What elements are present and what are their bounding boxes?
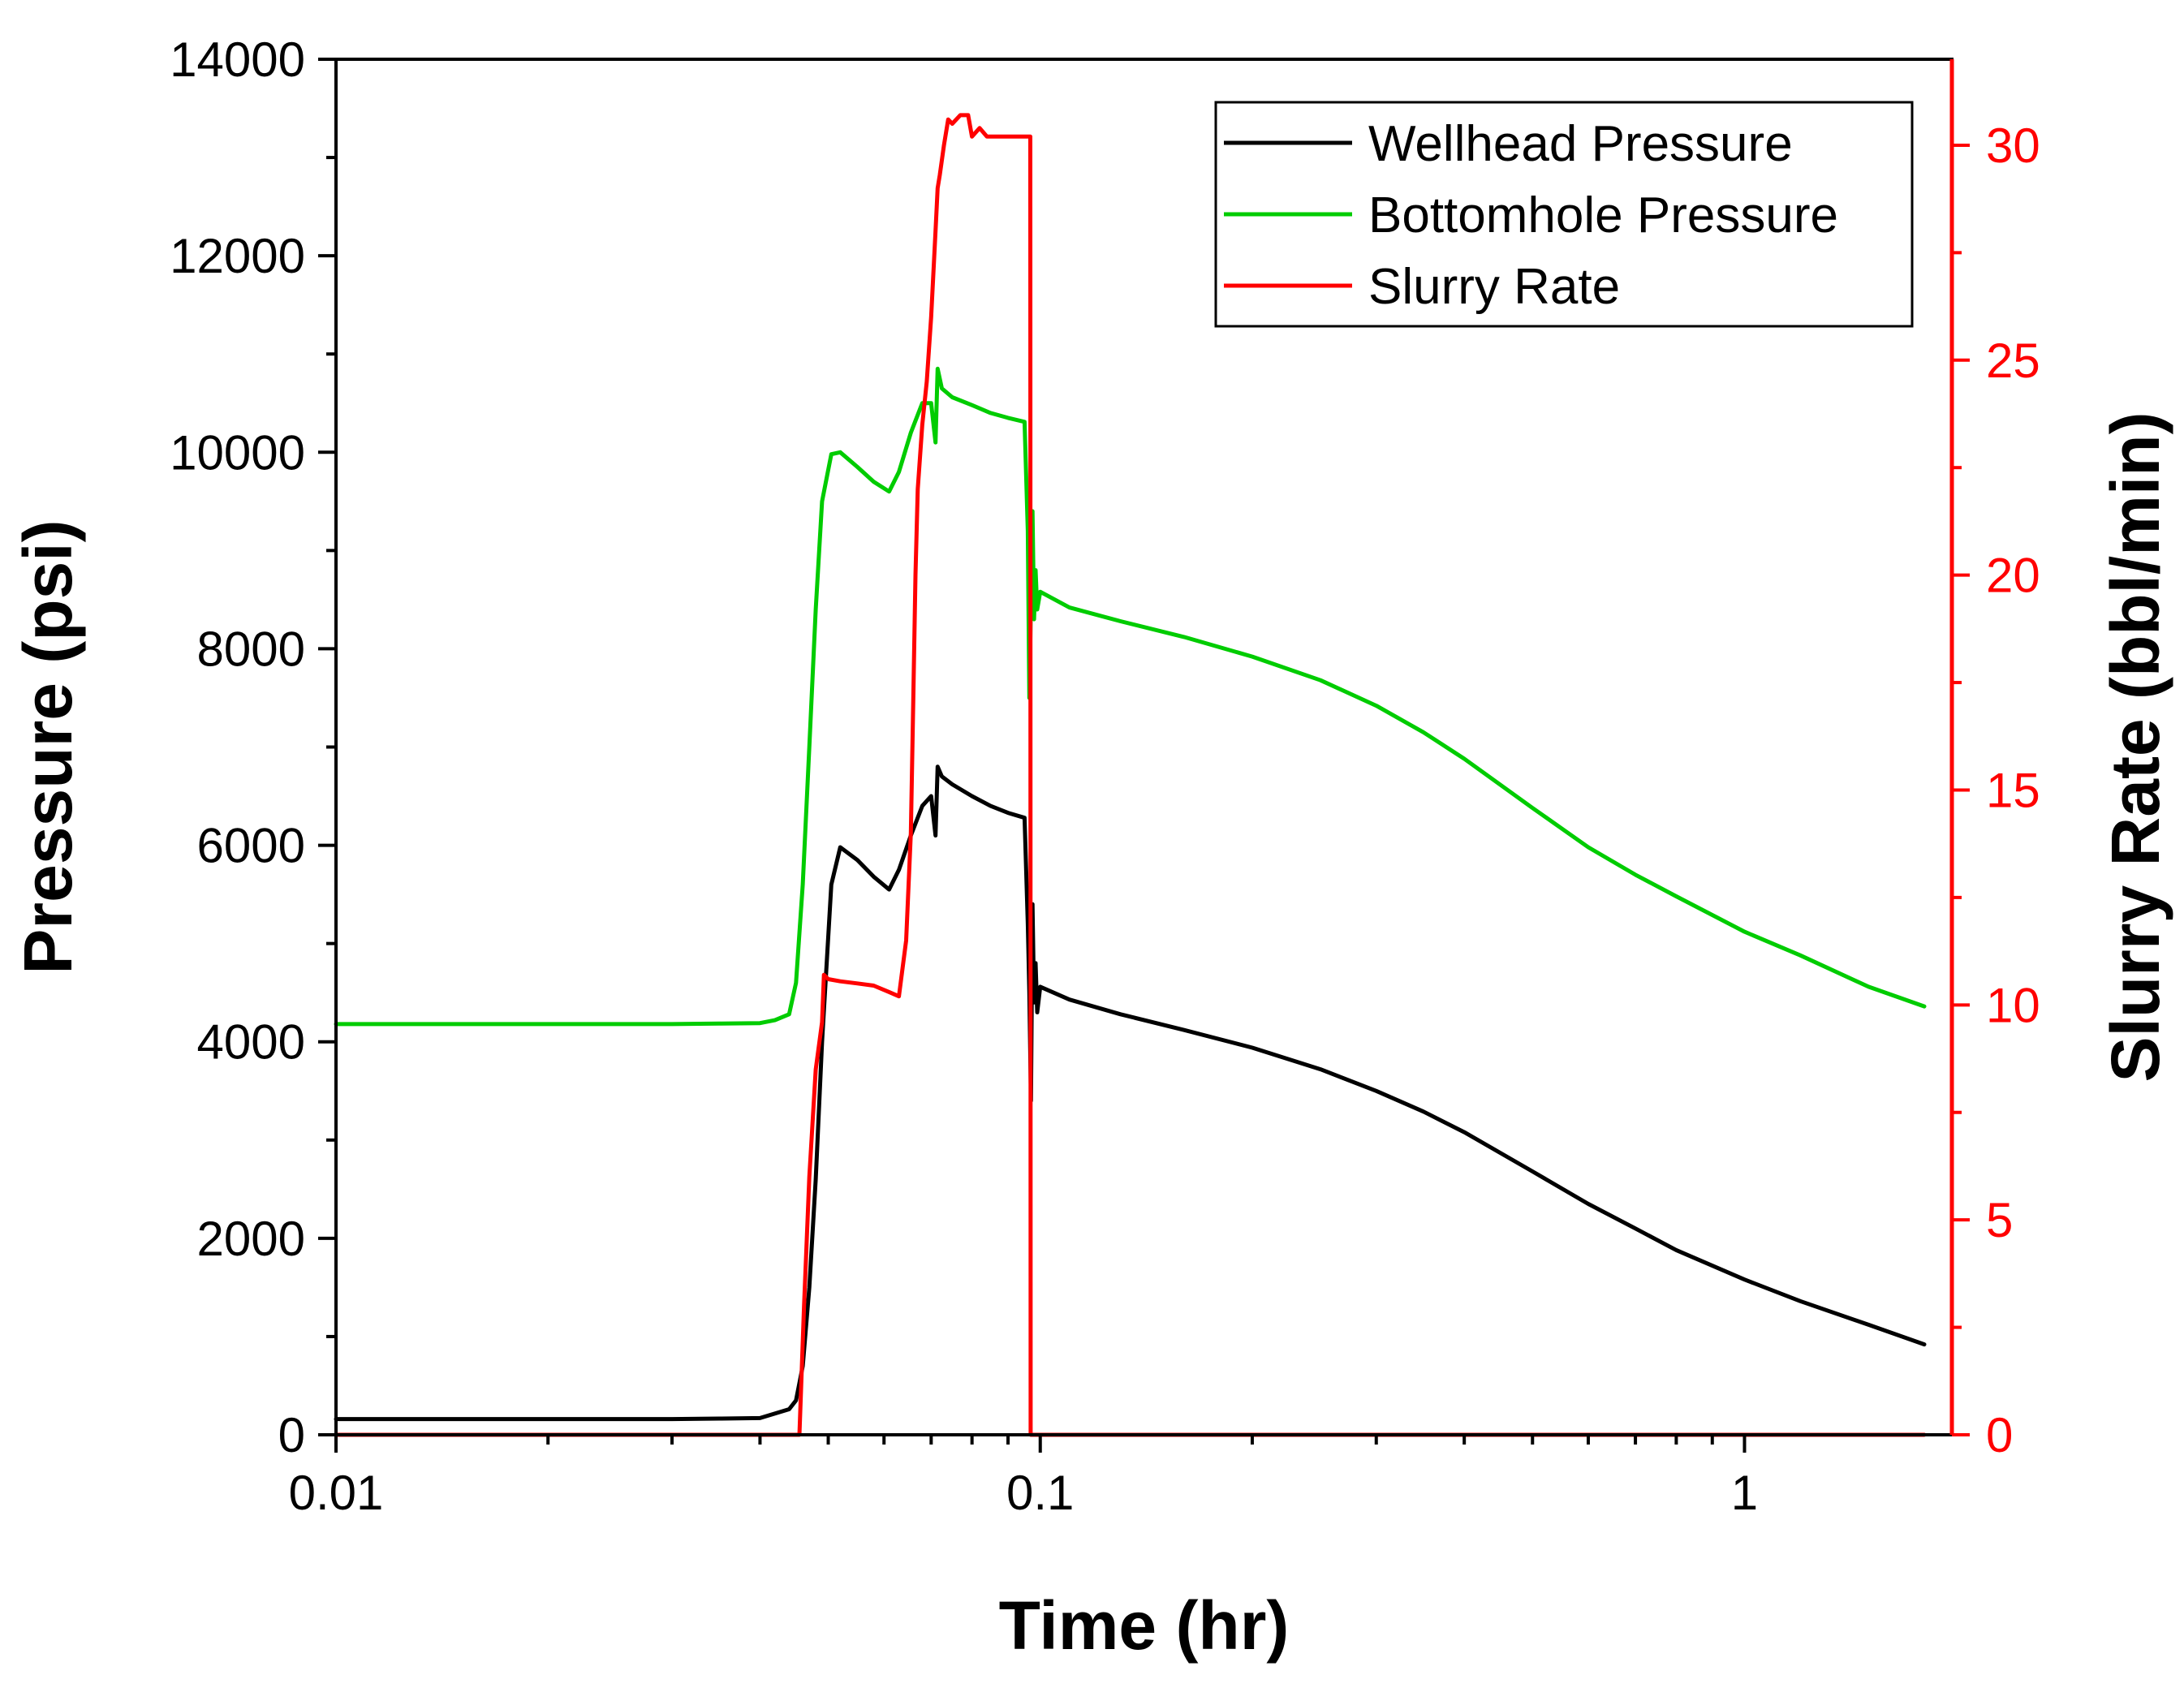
y2-tick-label: 15 — [1986, 763, 2040, 817]
y-tick-label: 6000 — [197, 819, 305, 873]
series-line-wellhead-pressure — [334, 764, 1927, 1422]
legend: Wellhead Pressure Bottomhole Pressure Sl… — [1214, 101, 1914, 328]
y2-tick-label: 20 — [1986, 549, 2040, 603]
legend-label-wellhead: Wellhead Pressure — [1368, 116, 1793, 172]
y2-tick-label: 25 — [1986, 334, 2040, 388]
y-tick-label: 8000 — [197, 622, 305, 676]
y-tick-label: 0 — [278, 1408, 305, 1462]
x-tick-label: 0.1 — [1006, 1466, 1074, 1520]
y-axis-title: Pressure (psi) — [10, 519, 86, 974]
y2-tick-label: 30 — [1986, 118, 2040, 173]
y-tick-label: 2000 — [197, 1212, 305, 1266]
y2-tick-label: 0 — [1986, 1408, 2013, 1462]
x-axis-title: Time (hr) — [999, 1587, 1290, 1664]
y-tick-label: 14000 — [170, 32, 305, 87]
y2-axis-ticks: 0 5 10 15 20 25 30 — [1952, 118, 2040, 1462]
x-tick-label: 0.01 — [289, 1466, 384, 1520]
legend-label-bottomhole: Bottomhole Pressure — [1368, 187, 1838, 243]
y-tick-label: 12000 — [170, 229, 305, 283]
series-group — [334, 113, 1927, 1437]
y-axis-ticks: 0 2000 4000 6000 8000 10000 12000 14000 — [170, 32, 336, 1462]
y2-axis-title: Slurry Rate (bbl/min) — [2097, 411, 2173, 1082]
legend-label-slurry: Slurry Rate — [1368, 259, 1620, 315]
y-tick-label: 10000 — [170, 425, 305, 480]
y2-tick-label: 5 — [1986, 1193, 2013, 1247]
x-axis-ticks: 0.01 0.1 1 — [289, 1435, 1758, 1520]
y-tick-label: 4000 — [197, 1015, 305, 1070]
y2-tick-label: 10 — [1986, 978, 2040, 1032]
series-line-slurry-rate — [334, 113, 1927, 1437]
series-line-bottomhole-pressure — [334, 366, 1927, 1027]
x-tick-label: 1 — [1731, 1466, 1758, 1520]
